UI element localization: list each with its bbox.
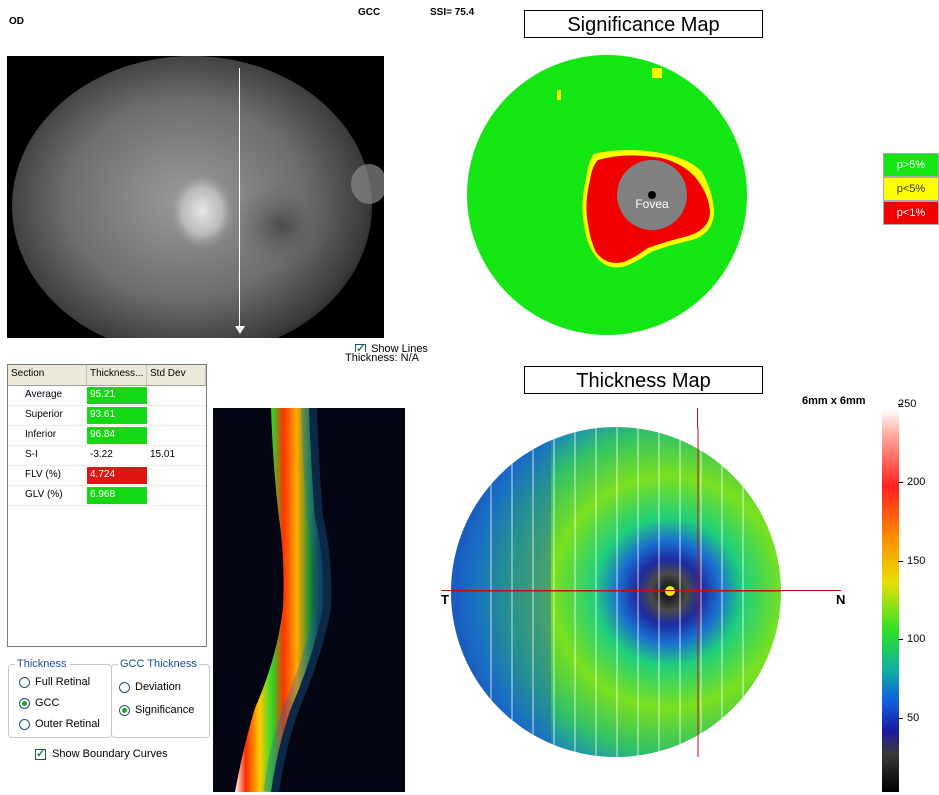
- show-lines-checkbox[interactable]: Show Lines: [355, 343, 435, 352]
- oct-bscan-image[interactable]: [213, 407, 405, 794]
- significance-spot-yellow: [652, 68, 662, 78]
- radio-gcc[interactable]: GCC: [19, 697, 59, 709]
- fovea-label: Fovea: [635, 197, 669, 211]
- checkbox-icon[interactable]: [355, 343, 366, 352]
- row-std-value: [147, 406, 206, 425]
- checkbox-icon[interactable]: [35, 747, 46, 760]
- radio-icon[interactable]: [19, 676, 30, 688]
- fundus-image[interactable]: [7, 56, 384, 338]
- radio-full-retinal[interactable]: Full Retinal: [19, 676, 90, 688]
- scale-tick: [898, 482, 903, 483]
- table-row[interactable]: Average 95.21: [8, 386, 206, 406]
- show-boundary-curves-label: Show Boundary Curves: [52, 748, 168, 761]
- radio-icon[interactable]: [19, 718, 30, 730]
- significance-map[interactable]: Fovea: [466, 54, 748, 336]
- crosshair-extension-vertical: [697, 408, 698, 428]
- scale-tick: [898, 404, 903, 405]
- scale-tick: [898, 639, 903, 640]
- row-thickness-value: 96.84: [87, 427, 147, 444]
- show-lines-label: Show Lines: [371, 343, 428, 352]
- row-thickness-value: 95.21: [87, 387, 147, 404]
- radio-icon[interactable]: [119, 681, 130, 693]
- thickness-group: Thickness Full Retinal GCC Outer Retinal: [8, 658, 112, 738]
- row-thickness-value: 6.968: [87, 487, 147, 504]
- row-std-value: 15.01: [150, 449, 176, 460]
- table-header: Section Thickness... Std Dev: [8, 365, 206, 386]
- table-row[interactable]: S-I -3.22 15.01: [8, 446, 206, 466]
- scale-tick-label: 150: [907, 555, 926, 567]
- row-section: Inferior: [25, 429, 57, 440]
- temporal-label: T: [441, 592, 449, 607]
- legend-item-p5-above: p>5%: [883, 153, 939, 177]
- ssi-label: SSI= 75.4: [430, 7, 475, 18]
- gcc-parameter-table[interactable]: Section Thickness... Std Dev Average 95.…: [7, 364, 207, 647]
- row-section: Average: [25, 389, 63, 400]
- show-boundary-curves-checkbox[interactable]: Show Boundary Curves: [35, 747, 168, 761]
- radio-selected-icon[interactable]: [119, 704, 130, 716]
- table-row[interactable]: Inferior 96.84: [8, 426, 206, 446]
- thickness-group-title: Thickness: [15, 658, 69, 670]
- fovea-marker[interactable]: [665, 586, 675, 596]
- significance-spot-yellow: [557, 90, 561, 100]
- radio-label: GCC: [35, 697, 60, 709]
- radio-significance[interactable]: Significance: [119, 704, 194, 716]
- scale-tick-label: 50: [907, 712, 920, 724]
- thickness-color-scale: [882, 410, 899, 792]
- legend-item-p5-below: p<5%: [883, 177, 939, 201]
- scan-line[interactable]: [239, 68, 240, 332]
- radio-deviation[interactable]: Deviation: [119, 681, 181, 693]
- row-thickness-value: 4.724: [87, 467, 147, 484]
- crosshair-extension: [441, 590, 841, 591]
- scale-tick: [898, 561, 903, 562]
- row-section: GLV (%): [25, 489, 63, 500]
- radio-label: Significance: [135, 704, 195, 716]
- thickness-readout: Thickness: N/A: [345, 352, 419, 364]
- table-row[interactable]: GLV (%) 6.968: [8, 486, 206, 506]
- gcc-thickness-group-title: GCC Thickness: [118, 658, 199, 670]
- row-std-value: [147, 426, 206, 445]
- row-thickness-value: 93.61: [87, 407, 147, 424]
- radio-label: Outer Retinal: [35, 718, 100, 730]
- column-header-section[interactable]: Section: [8, 365, 87, 385]
- thickness-map-title: Thickness Map: [524, 366, 763, 394]
- radio-label: Deviation: [135, 681, 181, 693]
- radio-outer-retinal[interactable]: Outer Retinal: [19, 718, 100, 730]
- row-section: S-I: [25, 449, 38, 460]
- scale-tick-label: 100: [907, 633, 926, 645]
- thickness-map[interactable]: [451, 407, 781, 757]
- scan-direction-arrow-icon: [235, 326, 245, 334]
- column-header-std-dev[interactable]: Std Dev: [147, 365, 206, 385]
- row-section: FLV (%): [25, 469, 61, 480]
- row-thickness-value: -3.22: [90, 449, 113, 460]
- significance-map-title: Significance Map: [524, 10, 763, 38]
- row-std-value: [147, 486, 206, 505]
- legend-item-p1-below: p<1%: [883, 201, 939, 225]
- scan-type-label: GCC: [358, 7, 381, 18]
- scan-size-label: 6mm x 6mm: [802, 395, 866, 407]
- scale-tick-label: 250: [898, 398, 917, 410]
- scale-tick: [898, 718, 903, 719]
- eye-label: OD: [9, 16, 24, 27]
- gcc-thickness-group: GCC Thickness Deviation Significance: [111, 658, 210, 738]
- row-section: Superior: [25, 409, 63, 420]
- row-std-value: [147, 466, 206, 485]
- table-row[interactable]: Superior 93.61: [8, 406, 206, 426]
- column-header-thickness[interactable]: Thickness...: [87, 365, 147, 385]
- significance-legend: p>5% p<5% p<1%: [883, 153, 939, 225]
- radio-selected-icon[interactable]: [19, 697, 30, 709]
- radio-label: Full Retinal: [35, 676, 91, 688]
- nasal-label: N: [836, 592, 846, 607]
- fovea-center-dot: [648, 191, 656, 199]
- row-std-value: [147, 386, 206, 405]
- table-row[interactable]: FLV (%) 4.724: [8, 466, 206, 486]
- scale-tick-label: 200: [907, 476, 926, 488]
